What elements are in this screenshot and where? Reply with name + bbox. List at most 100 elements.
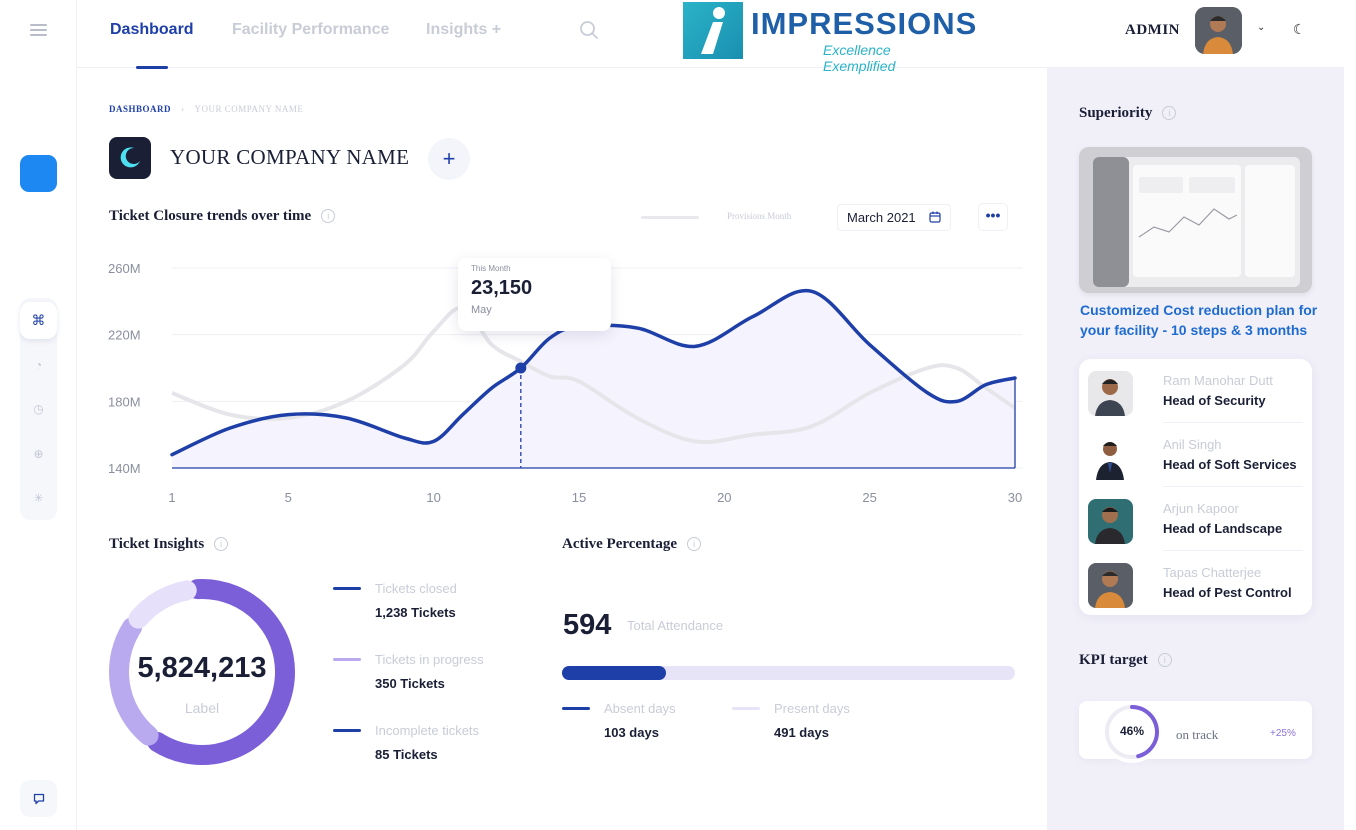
y-tick-label: 140M xyxy=(108,461,141,476)
legend-swatch xyxy=(333,658,361,661)
x-tick-label: 30 xyxy=(1008,490,1022,505)
person-name: Anil Singh xyxy=(1163,437,1222,452)
app-icon[interactable] xyxy=(20,155,57,192)
kpi-ring-progress xyxy=(1130,705,1159,759)
top-bar: Dashboard Facility Performance Insights … xyxy=(77,0,1344,74)
y-tick-label: 180M xyxy=(108,394,141,409)
breadcrumb-company[interactable]: YOUR COMPANY NAME xyxy=(194,104,304,114)
people-card: Ram Manohar Dutt Head of Security Anil S… xyxy=(1079,359,1312,615)
list-item[interactable]: Anil Singh Head of Soft Services xyxy=(1079,423,1312,487)
divider xyxy=(1163,486,1303,487)
legend-value: 103 days xyxy=(604,725,659,740)
series-area xyxy=(172,290,1015,468)
legend-label: Absent days xyxy=(604,701,676,716)
person-role: Head of Pest Control xyxy=(1163,585,1292,600)
active-percentage-title-text: Active Percentage xyxy=(562,536,678,552)
kpi-ring xyxy=(1101,701,1163,763)
chat-icon[interactable] xyxy=(20,780,57,817)
menu-icon[interactable] xyxy=(30,24,47,36)
legend-label: Tickets closed xyxy=(375,581,457,596)
add-button[interactable]: + xyxy=(428,138,470,180)
kpi-delta: +25% xyxy=(1270,728,1296,739)
page-title: YOUR COMPANY NAME xyxy=(170,145,410,169)
avatar xyxy=(1088,435,1133,480)
divider xyxy=(1163,550,1303,551)
info-icon[interactable]: i xyxy=(321,209,336,223)
legend-swatch xyxy=(333,587,361,590)
legend-line xyxy=(641,216,699,219)
company-logo: IMPRESSIONS Excellence Exemplified xyxy=(683,2,976,74)
month-select[interactable]: March 2021 xyxy=(837,204,951,231)
kpi-ring-bg xyxy=(1101,701,1163,763)
company-icon xyxy=(109,137,151,179)
tooltip-value: 23,150 xyxy=(471,277,533,299)
chevron-right-icon: › xyxy=(181,104,185,114)
kpi-status: on track xyxy=(1176,727,1219,742)
dashboard-thumbnail[interactable] xyxy=(1079,147,1312,293)
info-icon[interactable]: i xyxy=(687,537,702,551)
person-name: Ram Manohar Dutt xyxy=(1163,373,1273,388)
attendance-label: Total Attendance xyxy=(627,618,724,633)
tooltip-sub: May xyxy=(471,304,492,316)
tab-facility-performance[interactable]: Facility Performance xyxy=(232,21,390,38)
list-item[interactable]: Arjun Kapoor Head of Landscape xyxy=(1079,487,1312,551)
moon-icon[interactable]: ☾ xyxy=(1293,21,1306,37)
x-tick-label: 1 xyxy=(168,490,175,505)
logo-mark xyxy=(683,2,743,59)
clock-icon[interactable]: ◷ xyxy=(33,401,44,416)
globe-icon[interactable]: ⊕ xyxy=(33,446,44,461)
x-tick-label: 25 xyxy=(862,490,876,505)
donut-segment-incomplete xyxy=(128,580,197,629)
ticket-insights-title: Ticket Insights i xyxy=(109,536,229,553)
ticket-donut xyxy=(109,579,295,765)
person-role: Head of Security xyxy=(1163,393,1266,408)
attendance-progress-bar xyxy=(562,666,1015,680)
highlight-point[interactable] xyxy=(515,362,527,374)
pie-chart-icon[interactable]: ◔ xyxy=(34,357,43,372)
x-tick-label: 15 xyxy=(572,490,586,505)
legend-label: Incomplete tickets xyxy=(375,723,480,738)
active-tab-indicator xyxy=(136,66,168,69)
legend-label: Present days xyxy=(774,701,850,716)
tab-dashboard[interactable]: Dashboard xyxy=(110,21,194,38)
attendance-progress-fill xyxy=(562,666,667,680)
list-item[interactable]: Ram Manohar Dutt Head of Security xyxy=(1079,359,1312,423)
sidebar-menu: ⌘ ◔ ◷ ⊕ ✳ xyxy=(20,298,57,520)
breadcrumb: DASHBOARD › YOUR COMPANY NAME xyxy=(109,104,303,114)
donut-label: Label xyxy=(184,700,220,716)
kpi-title: KPI target i xyxy=(1079,652,1172,669)
ticket-insights-title-text: Ticket Insights xyxy=(109,536,205,552)
legend-value: 350 Tickets xyxy=(375,676,445,691)
legend-swatch xyxy=(562,707,590,710)
superiority-title-text: Superiority xyxy=(1079,105,1153,121)
info-icon[interactable]: i xyxy=(1162,106,1177,120)
info-icon[interactable]: i xyxy=(214,537,229,551)
active-percentage-title: Active Percentage i xyxy=(562,536,702,553)
calendar-icon xyxy=(929,211,941,223)
person-role: Head of Soft Services xyxy=(1163,457,1297,472)
logo-text: IMPRESSIONS xyxy=(751,6,978,41)
legend-value: 1,238 Tickets xyxy=(375,605,456,620)
command-icon[interactable]: ⌘ xyxy=(20,302,57,339)
legend-label: Tickets in progress xyxy=(375,652,484,667)
cost-plan-link[interactable]: Customized Cost reduction plan for your … xyxy=(1080,302,1318,338)
search-icon[interactable] xyxy=(579,20,599,40)
more-options-button[interactable]: ••• xyxy=(978,203,1008,231)
month-select-value: March 2021 xyxy=(847,210,916,225)
kpi-percent: 46% xyxy=(1119,724,1145,738)
tab-insights[interactable]: Insights + xyxy=(426,21,502,38)
x-tick-label: 10 xyxy=(426,490,440,505)
breadcrumb-dashboard[interactable]: DASHBOARD xyxy=(109,104,172,114)
user-name[interactable]: ADMIN xyxy=(1125,22,1180,38)
trend-title: Ticket Closure trends over time i xyxy=(109,208,336,225)
loader-icon[interactable]: ✳ xyxy=(33,490,44,505)
chevron-down-icon[interactable]: ⌄ xyxy=(1257,22,1266,33)
legend-label: Provisions Month xyxy=(727,211,792,221)
attendance-value: 594 xyxy=(563,609,612,641)
avatar[interactable] xyxy=(1195,7,1242,54)
y-tick-label: 260M xyxy=(108,261,141,276)
kpi-title-text: KPI target xyxy=(1079,652,1148,668)
list-item[interactable]: Tapas Chatterjee Head of Pest Control xyxy=(1079,551,1312,615)
chart-tooltip: This Month 23,150 May xyxy=(458,258,611,331)
info-icon[interactable]: i xyxy=(1157,653,1172,667)
